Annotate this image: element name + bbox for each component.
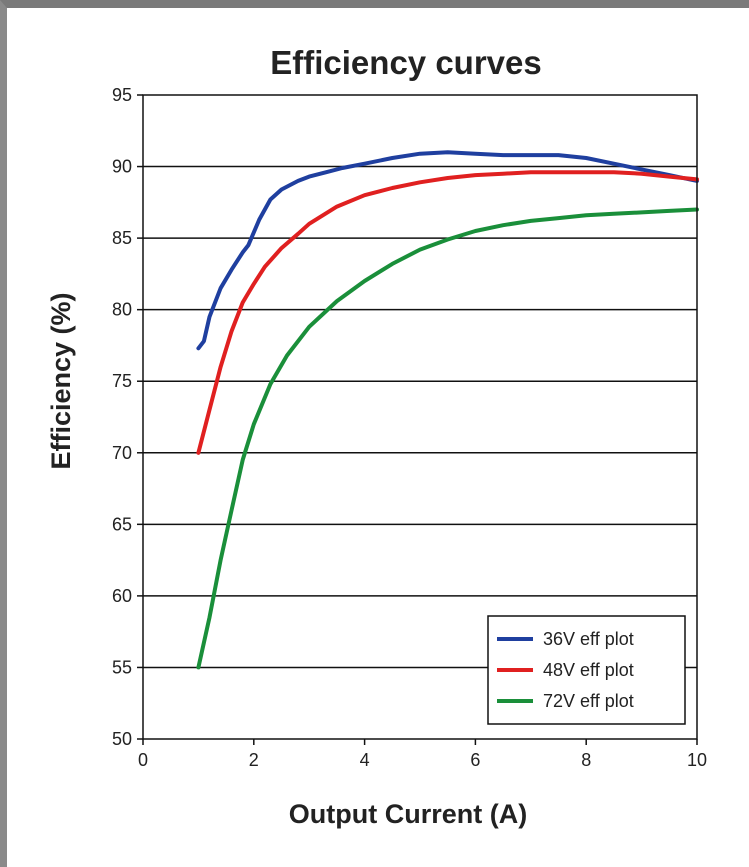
- x-axis-label: Output Current (A): [289, 799, 527, 829]
- y-tick-label: 80: [112, 300, 132, 320]
- series-line: [196, 207, 699, 670]
- y-tick-label: 60: [112, 586, 132, 606]
- plot-border: [142, 94, 698, 740]
- y-tick-label: 70: [112, 443, 132, 463]
- x-tick-label: 0: [138, 750, 148, 770]
- y-tick-label: 65: [112, 514, 132, 534]
- y-axis-label: Efficiency (%): [46, 292, 76, 469]
- series-lines: [196, 150, 699, 670]
- chart-title: Efficiency curves: [270, 44, 541, 81]
- x-tick-label: 2: [249, 750, 259, 770]
- y-tick-label: 50: [112, 729, 132, 749]
- series-line: [196, 150, 699, 351]
- y-tick-label: 90: [112, 157, 132, 177]
- series-line: [196, 170, 699, 455]
- legend-entry: 72V eff plot: [543, 691, 634, 711]
- x-tick-label: 10: [687, 750, 707, 770]
- x-tick-label: 8: [581, 750, 591, 770]
- x-tick-label: 4: [360, 750, 370, 770]
- legend-entry: 48V eff plot: [543, 660, 634, 680]
- y-tick-labels: 50 55 60 65 70 75 80 85 90 95: [112, 85, 132, 749]
- x-tick-labels: 0 2 4 6 8 10: [138, 750, 707, 770]
- y-tick-label: 75: [112, 371, 132, 391]
- legend-entry: 36V eff plot: [543, 629, 634, 649]
- legend: 36V eff plot 48V eff plot 72V eff plot: [487, 615, 686, 725]
- y-tick-label: 85: [112, 228, 132, 248]
- y-tick-label: 55: [112, 657, 132, 677]
- y-tick-label: 95: [112, 85, 132, 105]
- x-tick-label: 6: [470, 750, 480, 770]
